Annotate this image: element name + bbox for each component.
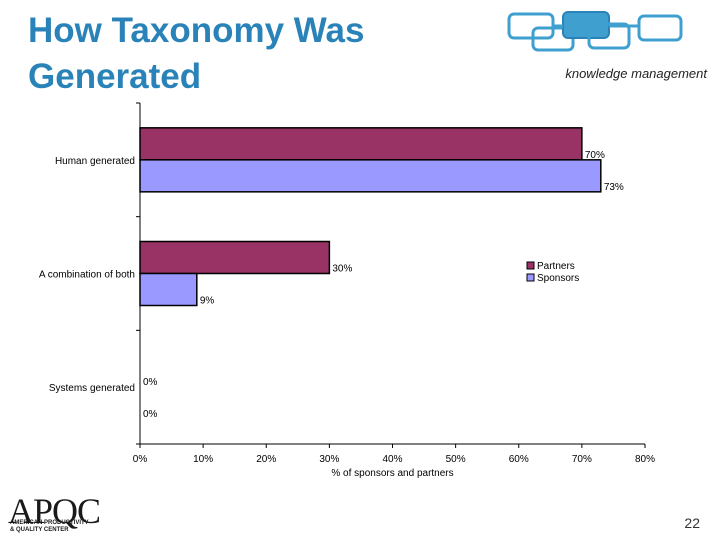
legend-label: Sponsors xyxy=(537,273,579,284)
category-label: Human generated xyxy=(55,156,135,167)
apqc-logo: APQC AMERICAN PRODUCTIVITY & QUALITY CEN… xyxy=(8,490,128,538)
x-tick-label: 60% xyxy=(509,454,529,465)
data-label: 0% xyxy=(143,409,158,420)
data-label: 70% xyxy=(585,150,605,161)
logo-subtitle-line1: AMERICAN PRODUCTIVITY xyxy=(10,520,89,526)
category-label: Systems generated xyxy=(49,383,135,394)
x-tick-label: 80% xyxy=(635,454,655,465)
legend-label: Partners xyxy=(537,261,575,272)
page-title: How Taxonomy Was Generated xyxy=(28,11,365,96)
category-label: A combination of both xyxy=(39,270,135,281)
bar-sponsors-human-generated xyxy=(139,159,602,193)
data-label: 9% xyxy=(200,296,215,307)
data-label: 30% xyxy=(332,264,352,275)
logo-subtitle: AMERICAN PRODUCTIVITY & QUALITY CENTER xyxy=(10,520,89,534)
x-tick-label: 20% xyxy=(256,454,276,465)
network-boxes-icon xyxy=(507,11,683,52)
legend-swatch-partners xyxy=(526,261,535,270)
data-label: 73% xyxy=(604,182,624,193)
x-tick-label: 40% xyxy=(382,454,402,465)
logo-text: APQC xyxy=(8,491,101,531)
x-axis-label: % of sponsors and partners xyxy=(331,468,453,479)
bar-partners-a-combination-of-both xyxy=(139,240,331,275)
knowledge-management-logo: knowledge management xyxy=(505,8,715,88)
x-tick-label: 10% xyxy=(193,454,213,465)
bar-partners-human-generated xyxy=(139,127,583,161)
page-number: 22 xyxy=(684,515,700,531)
logo-subtitle-line2: & QUALITY CENTER xyxy=(10,527,69,533)
brand-text: knowledge management xyxy=(565,66,707,81)
x-tick-label: 50% xyxy=(446,454,466,465)
bar-sponsors-a-combination-of-both xyxy=(139,272,198,307)
data-label: 0% xyxy=(143,377,158,388)
legend-swatch-sponsors xyxy=(526,273,535,282)
x-tick-label: 0% xyxy=(133,454,148,465)
x-tick-label: 30% xyxy=(319,454,339,465)
x-tick-label: 70% xyxy=(572,454,592,465)
